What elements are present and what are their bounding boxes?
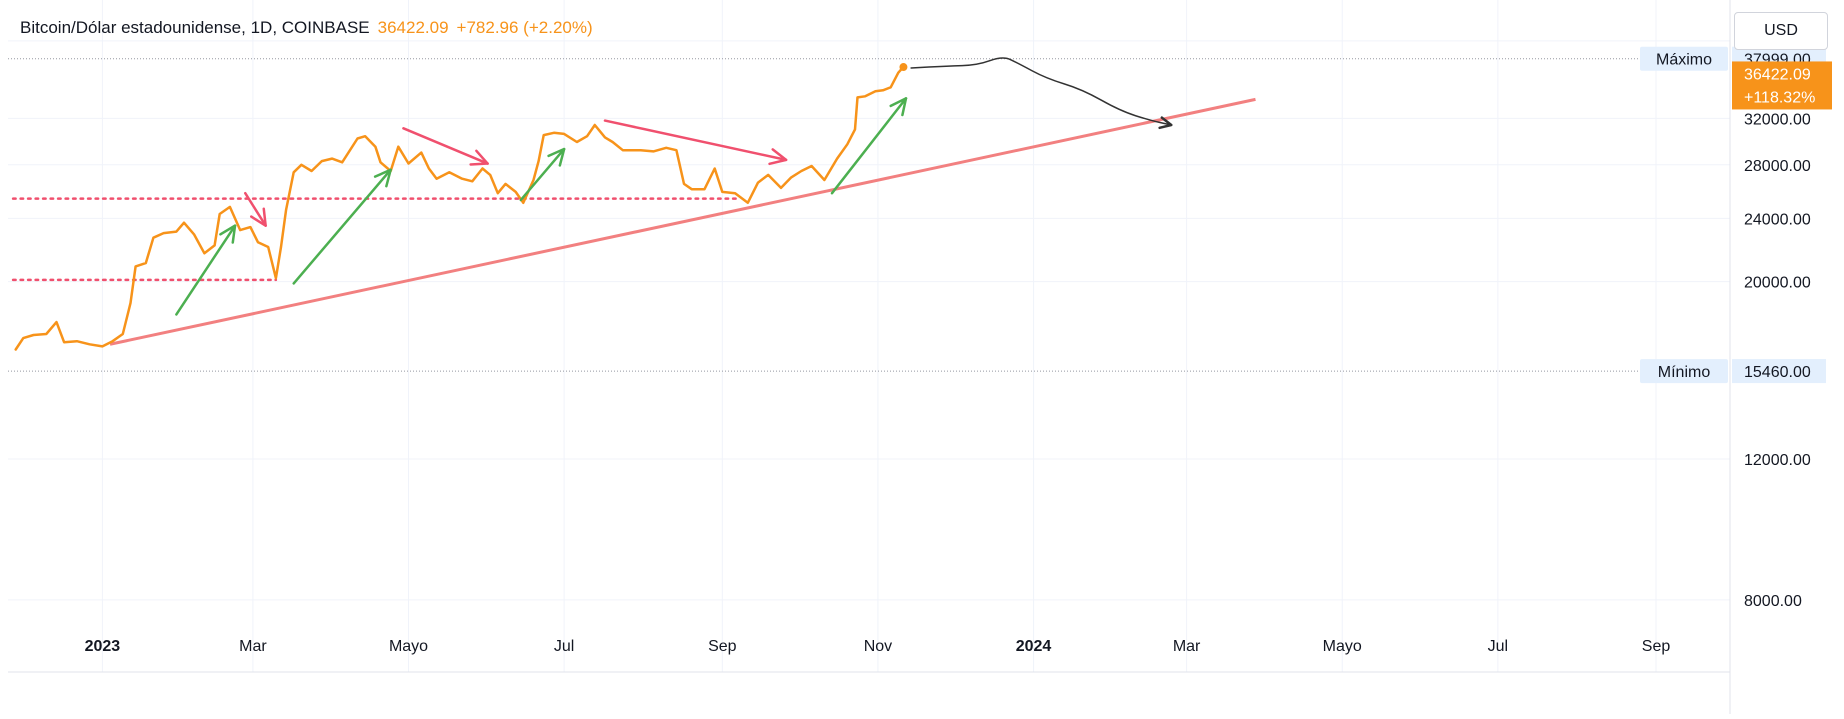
grid-vertical <box>101 0 1657 672</box>
trend-line <box>109 97 1256 346</box>
y-tick-label: 20000.00 <box>1744 275 1811 292</box>
down-arrow <box>603 119 788 162</box>
x-tick-label: Mar <box>239 638 267 655</box>
down-arrow <box>402 127 489 165</box>
y-tick-label: 12000.00 <box>1744 452 1811 469</box>
price-axis: 40000.0032000.0028000.0024000.0020000.00… <box>1744 34 1811 610</box>
x-tick-label: 2024 <box>1016 638 1052 655</box>
min-label-tag-bg <box>1640 359 1728 384</box>
down-arrow <box>244 191 267 227</box>
x-tick-label: Jul <box>1488 638 1508 655</box>
min-label-tag: Mínimo <box>1658 364 1711 381</box>
last-price-box <box>1732 61 1832 110</box>
x-tick-label: Mayo <box>389 638 428 655</box>
y-tick-label: 24000.00 <box>1744 211 1811 228</box>
high-low-lines <box>8 58 1730 372</box>
down-arrow-head <box>768 148 788 166</box>
up-arrow-head <box>547 147 566 167</box>
up-arrow <box>292 168 392 285</box>
last-price: 36422.09 <box>377 18 449 37</box>
down-arrow-head <box>250 207 267 227</box>
x-tick-label: Sep <box>708 638 737 655</box>
up-arrow-head <box>889 97 908 117</box>
x-tick-label: Jul <box>554 638 574 655</box>
x-tick-label: Nov <box>864 638 892 655</box>
y-tick-label: 28000.00 <box>1744 158 1811 175</box>
x-tick-label: Mayo <box>1323 638 1362 655</box>
y-tick-label: 8000.00 <box>1744 593 1802 610</box>
trendline-layer <box>109 97 1256 346</box>
up-arrow-head <box>373 168 392 188</box>
min-label-value-bg <box>1732 359 1826 384</box>
up-arrow <box>519 147 566 202</box>
up-arrow-head <box>219 224 237 244</box>
time-axis: 2023 Mar Mayo Jul Sep Nov 2024 Mar Mayo Jul Sep <box>85 638 1671 655</box>
min-label-value: 15460.00 <box>1744 364 1811 381</box>
chart-legend: Bitcoin/Dólar estadounidense, 1D, COINBA… <box>20 18 593 38</box>
grid-horizontal <box>8 40 1730 601</box>
max-label-tag-bg <box>1640 46 1728 71</box>
price-series-line <box>14 65 905 351</box>
price-change: +782.96 (+2.20%) <box>456 18 593 37</box>
support-lines <box>11 197 742 282</box>
projection-layer <box>910 57 1173 130</box>
projection-arrow-head <box>1158 116 1173 130</box>
currency-button[interactable]: USD <box>1734 12 1828 50</box>
x-tick-label: 2023 <box>85 638 121 655</box>
x-tick-label: Mar <box>1173 638 1201 655</box>
last-price-dot <box>899 63 908 72</box>
last-price-box-price: 36422.09 <box>1744 66 1811 83</box>
last-price-box-pct: +118.32% <box>1744 89 1815 106</box>
symbol-title: Bitcoin/Dólar estadounidense, 1D, COINBA… <box>20 18 370 37</box>
down-arrow-head <box>469 149 489 166</box>
projection-path <box>910 57 1173 126</box>
max-label-tag: Máximo <box>1656 52 1712 69</box>
arrows-layer <box>175 97 908 316</box>
up-arrow <box>175 224 237 316</box>
x-tick-label: Sep <box>1642 638 1671 655</box>
up-arrow <box>830 97 908 195</box>
price-layer <box>14 63 908 351</box>
y-tick-label: 32000.00 <box>1744 111 1811 128</box>
